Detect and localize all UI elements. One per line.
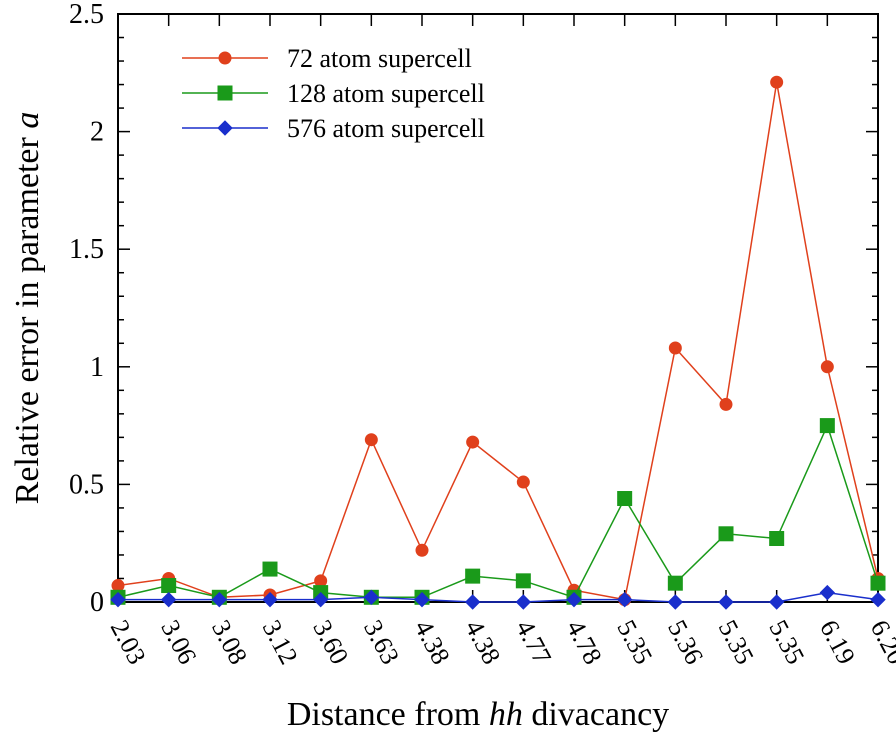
legend-marker-1 bbox=[218, 51, 232, 65]
legend-label-3: 576 atom supercell bbox=[287, 114, 485, 143]
label-part: hh bbox=[489, 696, 523, 733]
x-tick-label: 3.08 bbox=[206, 615, 253, 669]
data-point-series-1 bbox=[364, 433, 378, 447]
x-tick-label: 4.77 bbox=[510, 615, 557, 669]
legend-marker-3 bbox=[217, 120, 233, 136]
data-point-series-2 bbox=[465, 568, 481, 584]
data-point-series-3 bbox=[566, 591, 582, 608]
legend: 72 atom supercell 128 atom supercell 576 a… bbox=[182, 44, 485, 143]
x-tick-label: 3.06 bbox=[155, 615, 202, 669]
data-point-series-1 bbox=[770, 75, 784, 89]
x-tick-label: 6.20 bbox=[865, 615, 896, 669]
data-point-series-1 bbox=[111, 579, 125, 593]
legend-label-1: 72 atom supercell bbox=[287, 44, 472, 73]
series-line-3 bbox=[118, 591, 879, 603]
data-point-series-3 bbox=[616, 591, 633, 608]
x-tick-labels: 2.03 3.06 3.08 3.12 3.60 3.63 4.38 4.38 4.77 4.78… bbox=[105, 615, 896, 669]
data-point-series-3 bbox=[464, 594, 481, 610]
data-point-series-3 bbox=[515, 594, 532, 610]
x-tick-label: 4.38 bbox=[459, 615, 506, 669]
data-point-series-3 bbox=[414, 591, 430, 608]
data-point-series-2 bbox=[161, 578, 177, 594]
data-point-series-3 bbox=[160, 591, 177, 608]
x-tick-label: 4.38 bbox=[409, 615, 456, 669]
data-point-series-3 bbox=[312, 591, 329, 608]
x-tick-label: 3.63 bbox=[358, 615, 405, 669]
series-layer bbox=[110, 75, 886, 610]
data-point-series-2 bbox=[617, 491, 633, 507]
y-tick-label: 2.5 bbox=[69, 0, 104, 30]
y-tick-label: 0 bbox=[90, 587, 104, 618]
data-point-series-2 bbox=[515, 573, 531, 589]
data-point-series-1 bbox=[668, 341, 682, 355]
x-tick-label: 6.19 bbox=[814, 615, 861, 669]
data-point-series-3 bbox=[110, 591, 126, 608]
label-part: divacancy bbox=[523, 696, 669, 733]
data-point-series-1 bbox=[415, 543, 429, 557]
label-part: Relative error in parameter bbox=[9, 129, 46, 505]
data-point-series-1 bbox=[516, 475, 530, 489]
legend-marker-2 bbox=[217, 85, 233, 101]
data-point-series-3 bbox=[262, 591, 278, 608]
x-tick-label: 5.36 bbox=[662, 615, 709, 669]
data-point-series-2 bbox=[718, 526, 734, 542]
data-point-series-1 bbox=[466, 435, 480, 449]
x-tick-label: 5.35 bbox=[713, 615, 760, 669]
data-point-series-2 bbox=[262, 561, 278, 577]
data-point-series-3 bbox=[211, 591, 228, 608]
y-tick-label: 2 bbox=[90, 117, 104, 148]
data-point-series-3 bbox=[870, 591, 886, 608]
y-tick-label: 1 bbox=[90, 352, 104, 383]
label-part: Distance from bbox=[287, 696, 489, 733]
legend-label-2: 128 atom supercell bbox=[287, 79, 485, 108]
data-point-series-3 bbox=[718, 594, 734, 610]
y-tick-label: 1.5 bbox=[69, 234, 104, 265]
data-point-series-2 bbox=[667, 575, 683, 591]
plot-frame bbox=[117, 13, 879, 603]
label-part: a bbox=[9, 112, 46, 129]
data-point-series-1 bbox=[820, 360, 834, 374]
data-point-series-1 bbox=[719, 397, 733, 411]
y-tick-labels: 0 0.5 1 1.5 2 2.5 bbox=[69, 0, 104, 618]
series-line-2 bbox=[117, 423, 879, 599]
y-tick-label: 0.5 bbox=[69, 469, 104, 500]
data-point-series-2 bbox=[819, 418, 835, 434]
x-tick-label: 5.35 bbox=[763, 615, 810, 669]
data-point-series-1 bbox=[314, 574, 328, 588]
data-point-series-2 bbox=[870, 575, 886, 591]
x-tick-label: 2.03 bbox=[105, 615, 152, 669]
data-point-series-3 bbox=[768, 594, 785, 610]
axis-ticks bbox=[117, 13, 879, 603]
x-axis-label: Distance from hh divacancy bbox=[287, 696, 669, 733]
y-axis-label: Relative error in parameter a bbox=[9, 112, 46, 505]
data-point-series-3 bbox=[363, 589, 380, 606]
x-tick-label: 4.78 bbox=[561, 615, 608, 669]
data-point-series-2 bbox=[769, 530, 785, 546]
x-tick-label: 3.12 bbox=[257, 615, 304, 669]
data-point-series-3 bbox=[819, 584, 836, 601]
data-point-series-3 bbox=[667, 594, 684, 610]
x-tick-label: 3.60 bbox=[307, 615, 354, 669]
x-tick-label: 5.35 bbox=[611, 615, 658, 669]
series-line-1 bbox=[117, 82, 879, 601]
